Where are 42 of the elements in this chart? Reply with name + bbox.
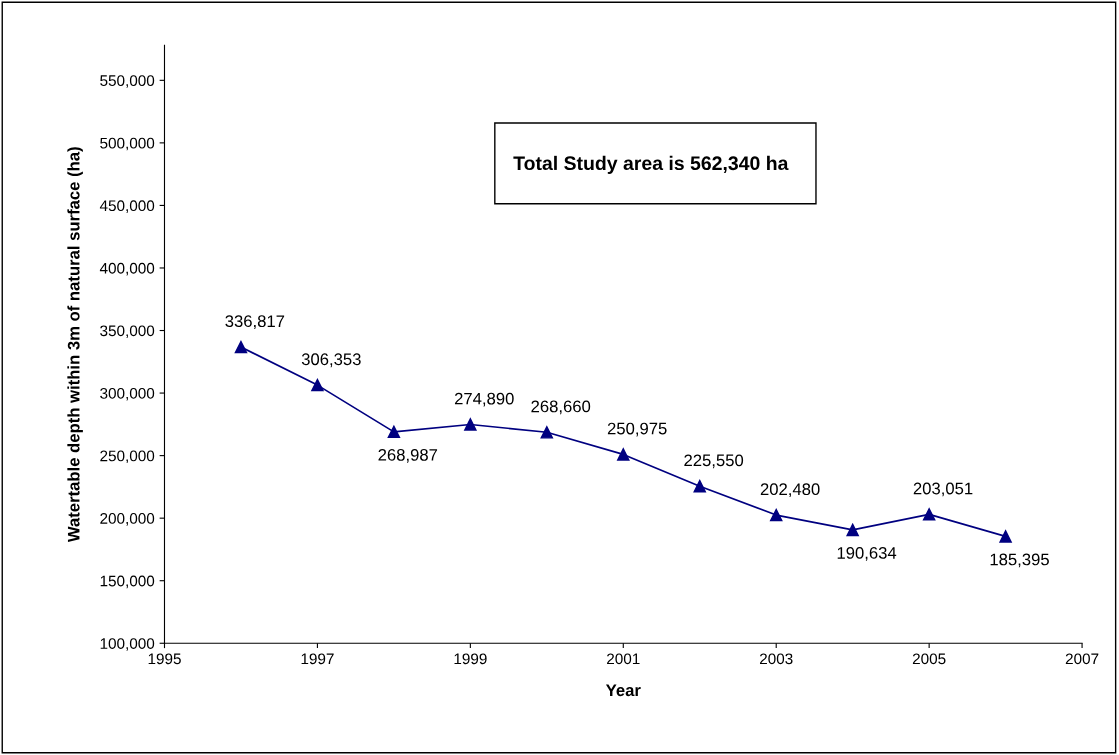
- text: 336,817: [225, 315, 285, 330]
- x-tick-label: 1999: [454, 653, 487, 665]
- y-tick-label: 200,000: [100, 513, 155, 526]
- text: 185,395: [990, 553, 1049, 568]
- point: [540, 426, 554, 439]
- x-tick-label: 1997: [301, 653, 334, 665]
- point: [387, 425, 401, 439]
- x-tick-label: 2001: [607, 653, 640, 665]
- point: [846, 523, 859, 537]
- text: 190,634: [837, 546, 897, 561]
- annotation: Total Study area is 562,340 ha: [513, 155, 789, 174]
- text: 274,890: [454, 392, 514, 407]
- point: [769, 508, 783, 522]
- text: 268,987: [378, 448, 438, 463]
- y-tick-label: 300,000: [100, 387, 155, 401]
- y-tick-label: 350,000: [100, 325, 155, 339]
- y-tick-label: 250,000: [100, 450, 155, 464]
- point: [693, 479, 706, 493]
- y-axis-title: Watertable depth within 3m of natural surface (ha): [67, 147, 83, 543]
- point: [234, 340, 248, 354]
- point: [999, 530, 1012, 543]
- x-tick-label: 2007: [1065, 653, 1099, 665]
- text: 250,975: [607, 422, 667, 437]
- point: [311, 378, 324, 392]
- y-tick-label: 550,000: [100, 75, 155, 88]
- text: 268,660: [531, 400, 591, 415]
- y-tick-label: 450,000: [99, 200, 155, 213]
- text: 306,353: [301, 353, 361, 368]
- text: 203,051: [913, 482, 973, 497]
- x-tick-label: 2005: [912, 653, 946, 665]
- point: [464, 418, 477, 431]
- y-tick-label: 400,000: [99, 262, 155, 276]
- x-tick-label: 1995: [148, 653, 181, 665]
- x-tick-label: 2003: [759, 653, 793, 665]
- point: [617, 448, 630, 461]
- x-axis-title: Year: [605, 684, 641, 697]
- y-tick-label: 500,000: [100, 137, 155, 151]
- y-tick-label: 150,000: [100, 575, 155, 589]
- text: 225,550: [684, 454, 744, 469]
- y-tick-label: 100,000: [100, 638, 155, 651]
- point: [922, 508, 936, 521]
- text: 202,480: [760, 483, 820, 498]
